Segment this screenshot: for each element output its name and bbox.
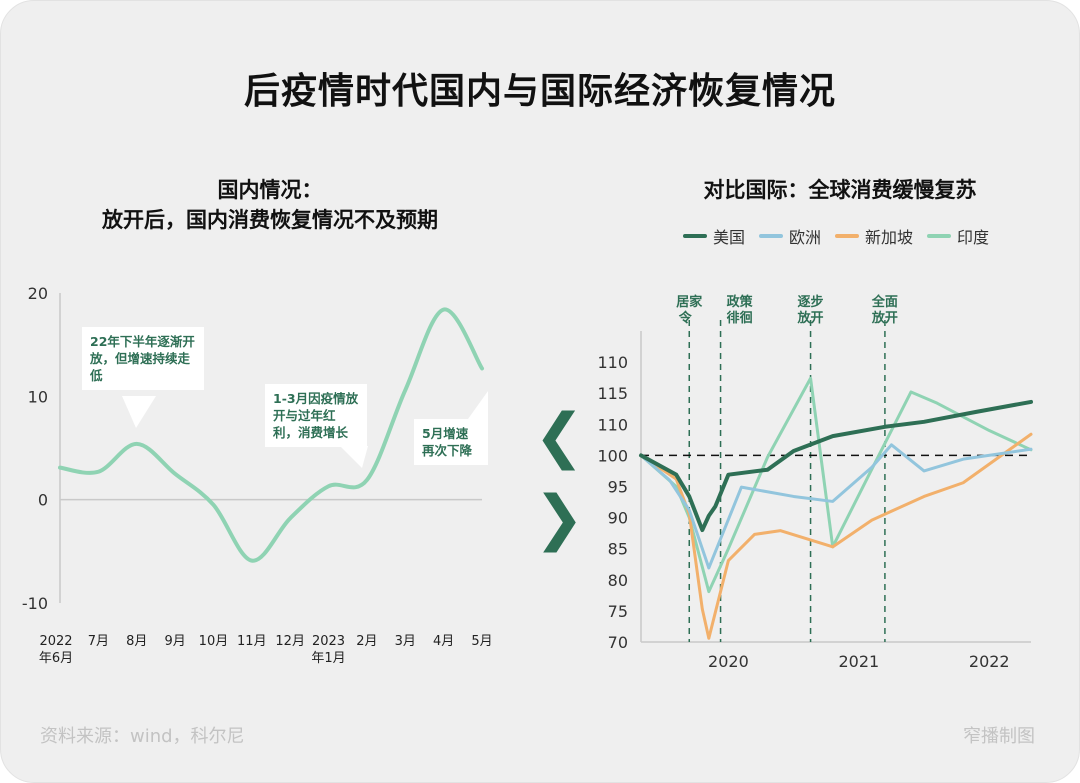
footer-source: 资料来源：wind，科尔尼 xyxy=(40,726,245,747)
callout-may: 5月增速再次下降 xyxy=(414,419,488,465)
left-title-line2: 放开后，国内消费恢复情况不及预期 xyxy=(102,208,438,232)
legend-label: 新加坡 xyxy=(865,228,914,247)
page-title: 后疫情时代国内与国际经济恢复情况 xyxy=(243,71,836,112)
next-arrow-icon[interactable]: ❯ xyxy=(534,483,585,553)
legend-item: 美国 xyxy=(683,224,745,248)
legend-label: 印度 xyxy=(957,228,990,247)
legend-label: 美国 xyxy=(713,228,746,247)
prev-arrow-icon[interactable]: ❮ xyxy=(534,401,585,471)
left-title-line1: 国内情况： xyxy=(217,178,323,202)
legend-item: 欧洲 xyxy=(759,224,821,248)
legend-swatch-in xyxy=(927,234,952,238)
legend-item: 印度 xyxy=(927,224,989,248)
legend-swatch-us xyxy=(683,234,707,238)
chart-legend: 美国 欧洲 新加坡 印度 xyxy=(683,224,989,248)
callout-h2-2022: 22年下半年逐渐开放，但增速持续走低 xyxy=(82,327,204,390)
right-panel-title: 对比国际：全球消费缓慢复苏 xyxy=(703,178,977,202)
footer-brand: 窄播制图 xyxy=(963,726,1035,747)
callout-jan-mar: 1-3月因疫情放开与过年红利，消费增长 xyxy=(265,384,367,447)
legend-label: 欧洲 xyxy=(789,228,822,247)
legend-swatch-eu xyxy=(759,234,784,238)
legend-item: 新加坡 xyxy=(835,224,913,248)
legend-swatch-sg xyxy=(835,234,860,238)
left-panel-title: 国内情况： 放开后，国内消费恢复情况不及预期 xyxy=(60,175,480,235)
